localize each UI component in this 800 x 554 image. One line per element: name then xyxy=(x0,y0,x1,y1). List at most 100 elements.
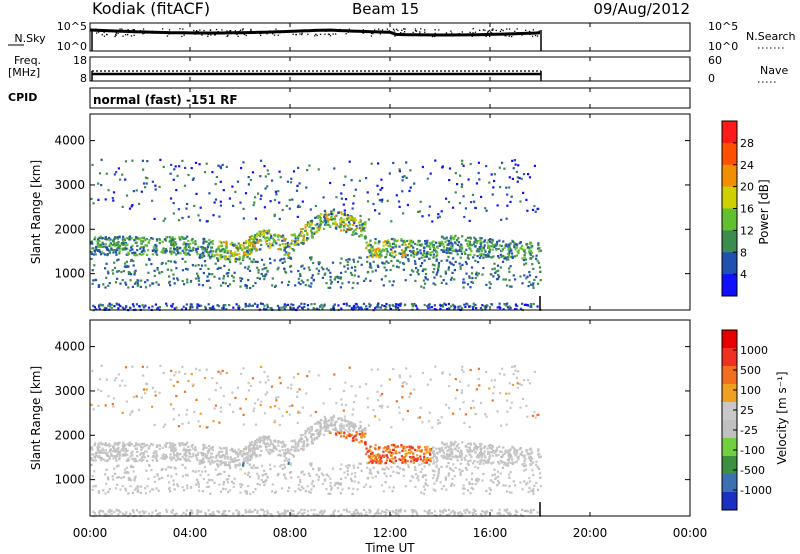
power-cell xyxy=(426,278,429,281)
power-cell xyxy=(158,306,161,309)
velocity-cell xyxy=(281,414,284,418)
velocity-cell xyxy=(383,454,386,457)
velocity-cell xyxy=(449,454,452,457)
power-cell xyxy=(268,242,271,245)
power-cell xyxy=(354,266,357,269)
nsearch-dot xyxy=(168,33,170,35)
power-cell xyxy=(323,217,327,220)
velocity-cell xyxy=(352,464,355,467)
velocity-cell xyxy=(480,450,483,453)
velocity-cell xyxy=(329,481,332,484)
power-cell xyxy=(385,269,388,272)
power-cell xyxy=(239,277,242,280)
power-cell xyxy=(536,207,539,211)
velocity-cell xyxy=(392,457,395,461)
power-cell xyxy=(326,214,329,217)
power-cell xyxy=(457,305,460,308)
power-cell xyxy=(134,241,137,244)
power-cell xyxy=(348,219,351,222)
velocity-cell xyxy=(532,461,535,464)
velocity-cell xyxy=(114,487,118,490)
velocity-cell xyxy=(296,411,300,415)
velocity-cell xyxy=(432,477,435,480)
velocity-cell xyxy=(529,459,532,462)
velocity-cell xyxy=(98,456,101,459)
power-cell xyxy=(242,161,245,164)
velocity-cell xyxy=(492,461,495,464)
velocity-cell xyxy=(486,447,489,450)
velocity-cell xyxy=(508,476,511,479)
nave-right-tick-bottom: 0 xyxy=(708,72,715,85)
power-cell xyxy=(125,194,129,197)
y-tick-label: 4000 xyxy=(54,134,85,148)
nsearch-dot xyxy=(194,33,196,35)
velocity-cell xyxy=(273,421,276,424)
velocity-cell xyxy=(132,511,135,514)
power-cell xyxy=(509,200,512,203)
power-cell xyxy=(278,243,281,247)
power-cell xyxy=(152,282,155,285)
nsearch-dot xyxy=(142,28,145,30)
velocity-cell xyxy=(232,410,235,413)
power-cell xyxy=(491,268,494,271)
velocity-cell xyxy=(388,458,392,461)
power-cell xyxy=(475,182,478,185)
velocity-cell xyxy=(130,452,133,455)
power-cell xyxy=(300,234,303,237)
velocity-cell xyxy=(285,457,288,460)
power-cell xyxy=(235,303,238,306)
power-cell xyxy=(514,278,517,281)
velocity-cell xyxy=(410,456,413,460)
power-cell xyxy=(145,237,148,241)
power-cell xyxy=(175,267,178,270)
velocity-cell xyxy=(395,400,398,403)
nsearch-dot xyxy=(254,31,256,33)
power-cell xyxy=(346,267,350,270)
nsearch-dot xyxy=(91,28,93,31)
nsearch-dot xyxy=(534,32,536,34)
velocity-cell xyxy=(371,476,374,479)
power-cell xyxy=(316,231,319,234)
power-cell xyxy=(377,247,380,250)
power-cell xyxy=(445,251,448,254)
velocity-cell xyxy=(325,473,328,476)
power-cell xyxy=(136,282,139,285)
velocity-cell xyxy=(452,444,456,447)
velocity-cell xyxy=(118,453,121,456)
power-cell xyxy=(478,236,482,240)
velocity-cell xyxy=(305,445,308,448)
power-cell xyxy=(368,266,371,269)
power-cell xyxy=(492,186,495,189)
power-cell xyxy=(263,267,266,270)
velocity-cell xyxy=(459,380,462,383)
power-cell xyxy=(447,239,450,243)
velocity-cell xyxy=(484,459,487,463)
velocity-cell xyxy=(216,463,219,466)
velocity-cell xyxy=(324,417,327,420)
velocity-cell xyxy=(303,473,306,476)
velocity-cell xyxy=(367,455,370,458)
velocity-cell xyxy=(350,424,353,427)
power-cell xyxy=(181,159,184,162)
velocity-cell xyxy=(181,463,184,466)
velocity-cell xyxy=(415,473,418,476)
power-cell xyxy=(448,248,451,251)
velocity-cell xyxy=(425,447,428,451)
power-cell xyxy=(266,231,270,234)
velocity-cell xyxy=(527,452,530,455)
power-cell xyxy=(246,250,249,253)
velocity-cell xyxy=(437,471,440,474)
velocity-cell xyxy=(521,450,524,453)
power-cell xyxy=(170,253,173,256)
velocity-cell xyxy=(155,458,158,461)
velocity-cell xyxy=(276,510,279,514)
velocity-cell xyxy=(218,421,221,424)
power-cell xyxy=(200,304,203,307)
power-cell xyxy=(227,272,230,275)
velocity-cell xyxy=(448,467,452,470)
velocity-cell xyxy=(259,403,262,407)
velocity-cell xyxy=(378,456,381,459)
nsearch-dot xyxy=(324,33,326,35)
velocity-cell xyxy=(168,487,171,490)
velocity-cell xyxy=(484,456,487,459)
